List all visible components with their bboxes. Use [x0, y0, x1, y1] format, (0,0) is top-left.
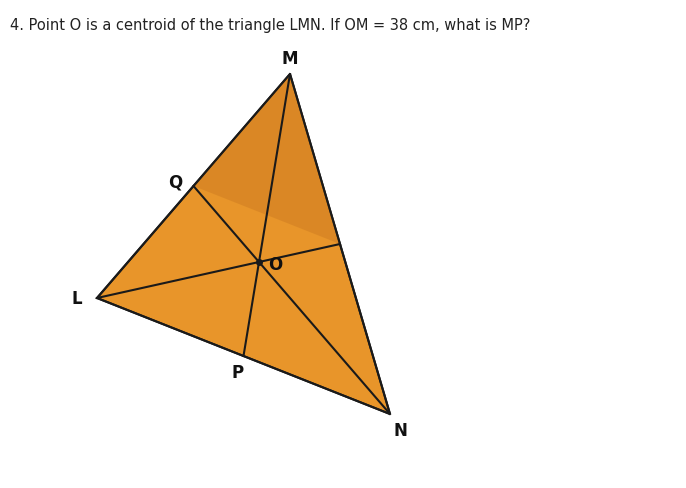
Text: 4. Point O is a centroid of the triangle LMN. If OM = 38 cm, what is MP?: 4. Point O is a centroid of the triangle…	[10, 18, 530, 33]
Text: M: M	[282, 50, 298, 68]
Polygon shape	[193, 75, 340, 244]
Polygon shape	[97, 75, 390, 414]
Text: N: N	[393, 421, 407, 439]
Text: O: O	[268, 256, 282, 273]
Text: Q: Q	[168, 174, 182, 192]
Text: P: P	[231, 363, 244, 381]
Text: L: L	[72, 289, 82, 307]
